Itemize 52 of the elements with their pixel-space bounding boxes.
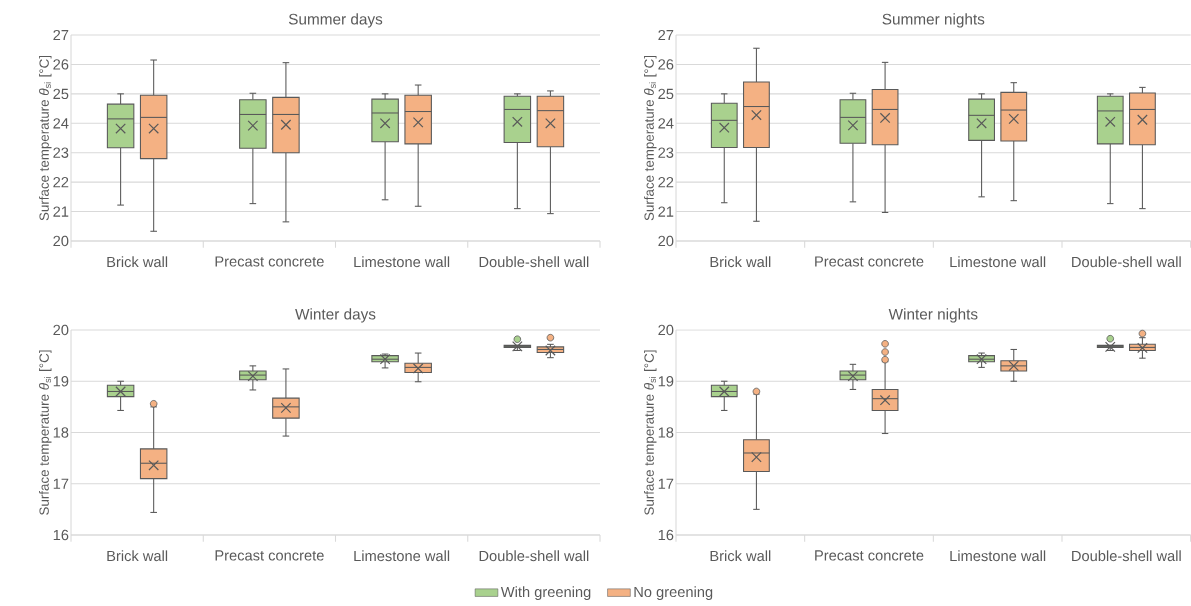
y-tick-label: 23 <box>658 147 674 158</box>
y-tick-label: 17 <box>658 478 674 489</box>
y-tick-label: 26 <box>658 59 674 70</box>
legend-label: No greening <box>634 586 713 600</box>
x-tick-label: Double-shell wall <box>1072 550 1181 562</box>
chart-title: Winter days <box>295 308 376 323</box>
y-tick-label: 16 <box>658 529 674 541</box>
x-tick-label: Double-shell wall <box>1072 256 1181 268</box>
chart-title: Summer nights <box>882 13 985 28</box>
chart-title: Summer days <box>288 13 383 28</box>
y-tick-label: 22 <box>658 177 674 188</box>
y-tick-label: 20 <box>53 324 69 336</box>
y-tick-label: 19 <box>658 376 674 387</box>
x-tick-label: Limestone wall <box>950 256 1046 268</box>
y-axis-title: Surface temperature θ$_{si}$ [°C] <box>644 350 657 515</box>
y-tick-label: 21 <box>53 206 69 217</box>
y-tick-label: 23 <box>53 147 69 158</box>
y-tick-label: 20 <box>658 324 674 336</box>
legend-label: With greening <box>500 586 591 600</box>
x-tick-label: Limestone wall <box>950 550 1046 562</box>
x-tick-label: Double-shell wall <box>479 550 589 562</box>
y-tick-label: 24 <box>658 118 674 129</box>
y-tick-label: 26 <box>53 59 69 70</box>
y-tick-label: 24 <box>53 118 69 129</box>
x-tick-label: Precast concrete <box>815 256 924 267</box>
y-tick-label: 21 <box>658 206 674 217</box>
y-tick-label: 25 <box>53 88 69 100</box>
y-tick-label: 27 <box>53 29 69 41</box>
y-tick-label: 27 <box>658 29 674 41</box>
chart-title: Winter nights <box>888 308 978 323</box>
x-tick-label: Brick wall <box>107 256 168 268</box>
x-tick-label: Limestone wall <box>354 550 450 562</box>
y-tick-label: 20 <box>53 235 69 247</box>
x-tick-label: Double-shell wall <box>479 256 589 268</box>
y-tick-label: 19 <box>53 376 69 387</box>
y-tick-label: 18 <box>53 427 69 438</box>
y-axis-title: Surface temperature θ$_{si}$ [°C] <box>39 55 52 221</box>
y-axis-title: Surface temperature θ$_{si}$ [°C] <box>644 55 657 221</box>
x-tick-label: Precast concrete <box>215 550 324 561</box>
x-tick-label: Limestone wall <box>354 256 450 268</box>
x-tick-label: Precast concrete <box>215 256 324 267</box>
x-tick-label: Precast concrete <box>815 550 924 561</box>
y-axis-title: Surface temperature θ$_{si}$ [°C] <box>39 350 52 515</box>
y-tick-label: 22 <box>53 177 69 188</box>
y-tick-label: 20 <box>658 235 674 247</box>
x-tick-label: Brick wall <box>107 550 168 562</box>
y-tick-label: 18 <box>658 427 674 438</box>
y-tick-label: 16 <box>53 529 69 541</box>
y-tick-label: 17 <box>53 478 69 489</box>
y-tick-label: 25 <box>658 88 674 100</box>
x-tick-label: Brick wall <box>710 256 771 268</box>
x-tick-label: Brick wall <box>710 550 771 562</box>
